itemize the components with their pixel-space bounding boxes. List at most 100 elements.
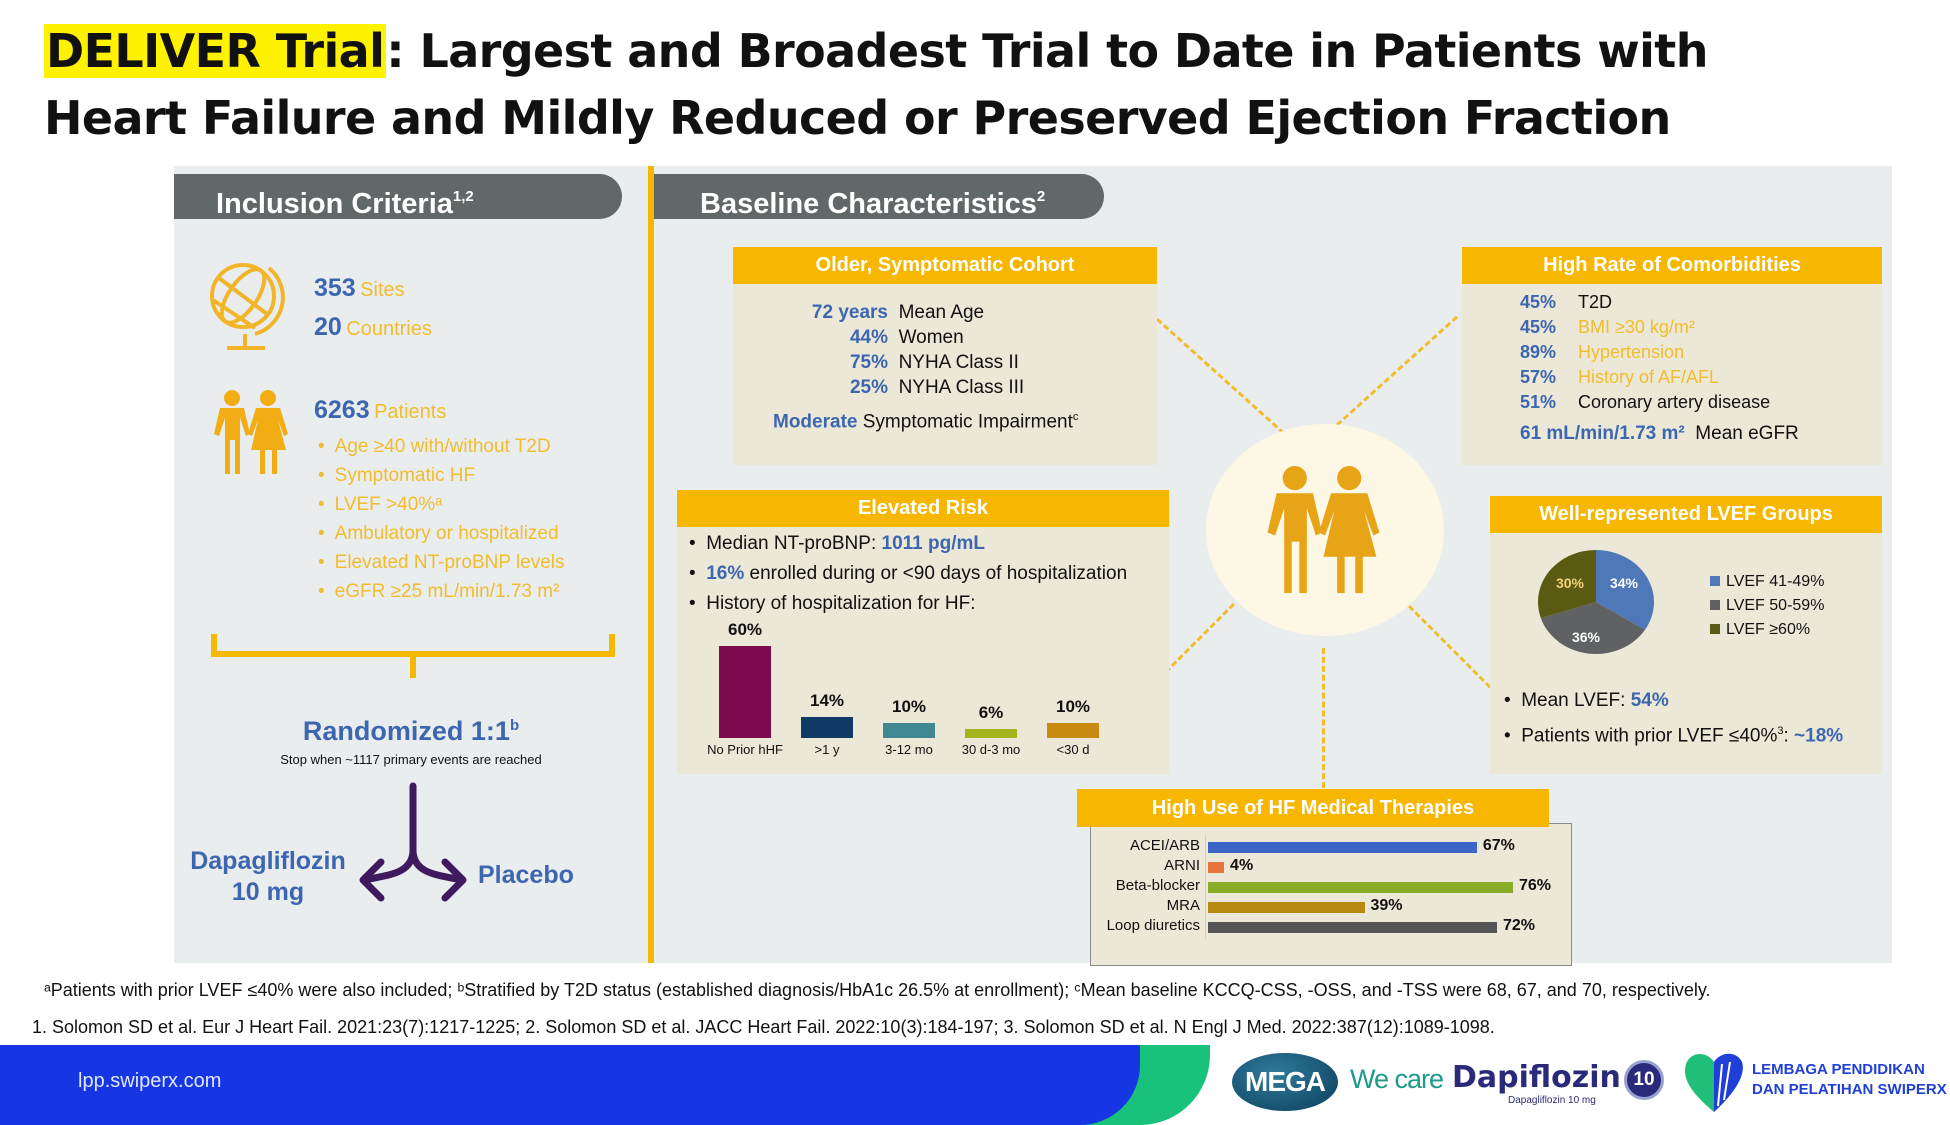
cohort-title: Older, Symptomatic Cohort	[733, 247, 1157, 284]
bar-value-label: 72%	[1502, 917, 1535, 934]
comorbidity-row: 51% Coronary artery disease	[1520, 392, 1771, 412]
bar-category-label: 30 d-3 mo	[961, 742, 1021, 757]
bar-category-label: MRA	[1166, 897, 1200, 914]
cohort-row: 44% Women	[849, 327, 964, 348]
pie-value-label: 36%	[1572, 629, 1601, 645]
legend-item: LVEF ≥60%	[1710, 618, 1824, 642]
inclusion-criteria-list: Age ≥40 with/without T2D Symptomatic HF …	[318, 432, 565, 606]
bar	[1208, 842, 1477, 853]
baseline-characteristics-header: Baseline Characteristics2	[654, 174, 1104, 220]
bar-value-label: 39%	[1370, 897, 1403, 914]
lvef-box: Well-represented LVEF Groups 34% 36% 30% L…	[1490, 496, 1882, 774]
sites-stat: 353 Sites	[314, 274, 405, 302]
legend-label: LVEF 41-49%	[1726, 573, 1825, 590]
legend-label: LVEF ≥60%	[1726, 621, 1811, 638]
cohort-row: 75% NYHA Class II	[849, 352, 1019, 373]
bar-category-label: >1 y	[814, 742, 840, 757]
footer-blue-band	[0, 1045, 1140, 1125]
bar	[1208, 922, 1497, 933]
comorbidity-row: 45% BMI ≥30 kg/m²	[1520, 317, 1695, 337]
cohort-box: Older, Symptomatic Cohort 72 years Mean …	[733, 247, 1157, 465]
criteria-item: Ambulatory or hospitalized	[318, 519, 565, 548]
risk-bullet: • History of hospitalization for HF:	[689, 593, 976, 614]
bar-category-label: ACEI/ARB	[1129, 837, 1200, 854]
bar	[1047, 722, 1099, 738]
dapiflozin-logo: Dapiflozin	[1452, 1060, 1621, 1095]
pie-slice	[1538, 550, 1596, 619]
egfr-row: 61 mL/min/1.73 m² Mean eGFR	[1520, 423, 1799, 444]
bar-category-label: <30 d	[1056, 742, 1090, 757]
footnotes: ᵃPatients with prior LVEF ≤40% were also…	[44, 980, 1711, 1000]
lvef-title: Well-represented LVEF Groups	[1490, 496, 1882, 533]
bracket-icon	[211, 634, 615, 678]
bar-category-label: ARNI	[1164, 857, 1200, 874]
criteria-item: LVEF >40%ᵃ	[318, 490, 565, 519]
bar	[883, 722, 935, 738]
bar-value-label: 60%	[727, 620, 763, 639]
axis-line	[1205, 835, 1206, 939]
bar-category-label: Loop diuretics	[1106, 917, 1200, 934]
risk-bullet: • Median NT-proBNP: 1011 pg/mL	[689, 533, 986, 554]
bar	[801, 716, 853, 738]
patients-stat: 6263 Patients	[314, 396, 447, 424]
site-link[interactable]: lpp.swiperx.com	[78, 1070, 222, 1092]
hospitalization-bar-chart: 60% No Prior hHF 14% >1 y 10% 3-12 mo 6% 30 d-3…	[677, 620, 1169, 770]
bar	[1208, 862, 1225, 873]
dose-badge: 10	[1624, 1060, 1664, 1100]
pie-slice	[1540, 602, 1645, 654]
patients-couple-icon	[214, 390, 288, 474]
cohort-row: 25% NYHA Class III	[849, 377, 1025, 398]
title-highlight: DELIVER Trial	[44, 24, 387, 78]
legend-item: LVEF 41-49%	[1710, 570, 1824, 594]
stop-note: Stop when ~1117 primary events are reach…	[280, 752, 542, 767]
patients-couple-icon	[1267, 466, 1380, 593]
randomized-label: Randomized 1:1b	[302, 716, 520, 746]
arm-dapagliflozin: Dapagliflozin 10 mg	[190, 847, 346, 906]
inclusion-criteria-header: Inclusion Criteria1,2	[174, 174, 622, 220]
bar-value-label: 14%	[809, 690, 845, 710]
bar	[965, 728, 1017, 738]
comorbidities-box: High Rate of Comorbidities 45% T2D 45% B…	[1462, 247, 1882, 465]
criteria-item: Age ≥40 with/without T2D	[318, 432, 565, 461]
legend-swatch	[1710, 600, 1720, 610]
bar-value-label: 4%	[1230, 857, 1254, 874]
bar	[719, 646, 771, 738]
bar-value-label: 10%	[891, 696, 927, 716]
therapies-title: High Use of HF Medical Therapies	[1077, 789, 1549, 827]
pie-value-label: 30%	[1556, 575, 1585, 591]
comorbidity-row: 57% History of AF/AFL	[1520, 367, 1720, 387]
bar-category-label: Beta-blocker	[1115, 877, 1200, 894]
legend-swatch	[1710, 624, 1720, 634]
elevated-risk-title: Elevated Risk	[677, 490, 1169, 527]
pie-slice	[1596, 550, 1654, 630]
criteria-item: eGFR ≥25 mL/min/1.73 m²	[318, 577, 565, 606]
references: 1. Solomon SD et al. Eur J Heart Fail. 2…	[32, 1017, 1495, 1037]
lvef-legend: LVEF 41-49% LVEF 50-59% LVEF ≥60%	[1710, 570, 1824, 642]
criteria-item: Symptomatic HF	[318, 461, 565, 490]
criteria-item: Elevated NT-proBNP levels	[318, 548, 565, 577]
legend-swatch	[1710, 576, 1720, 586]
column-divider	[648, 166, 654, 963]
bar-category-label: No Prior hHF	[707, 742, 783, 757]
lvef-pie-chart: 34% 36% 30%	[1538, 550, 1654, 654]
arm-placebo: Placebo	[478, 861, 574, 889]
swiperx-org-name: LEMBAGA PENDIDIKAN DAN PELATIHAN SWIPERX	[1752, 1061, 1947, 1098]
mega-logo: MEGA	[1232, 1053, 1338, 1111]
lvef-bullet: • Patients with prior LVEF ≤40%3: ~18%	[1504, 725, 1844, 747]
bar-category-label: 3-12 mo	[885, 742, 933, 757]
bar-value-label: 76%	[1519, 877, 1552, 894]
risk-bullet: • 16% enrolled during or <90 days of hos…	[689, 563, 1128, 584]
elevated-risk-box: Elevated Risk • Median NT-proBNP: 1011 p…	[677, 490, 1169, 774]
cohort-row: 72 years Mean Age	[811, 302, 985, 323]
bar-value-label: 67%	[1482, 837, 1515, 854]
therapies-bar-chart: ACEI/ARB 67% ARNI 4% Beta-blocker 76% MRA 39% Lo…	[1090, 835, 1572, 945]
we-care-text: We care	[1350, 1064, 1444, 1094]
lvef-bullet: • Mean LVEF: 54%	[1504, 690, 1669, 711]
countries-stat: 20 Countries	[314, 313, 432, 341]
comorbidities-title: High Rate of Comorbidities	[1462, 247, 1882, 284]
swiperx-heart-logo-icon	[1685, 1053, 1743, 1112]
cohort-moderate: Moderate Symptomatic Impairmentc	[773, 411, 1079, 433]
legend-label: LVEF 50-59%	[1726, 597, 1825, 614]
bar-value-label: 10%	[1055, 696, 1091, 716]
pie-value-label: 34%	[1610, 575, 1639, 591]
